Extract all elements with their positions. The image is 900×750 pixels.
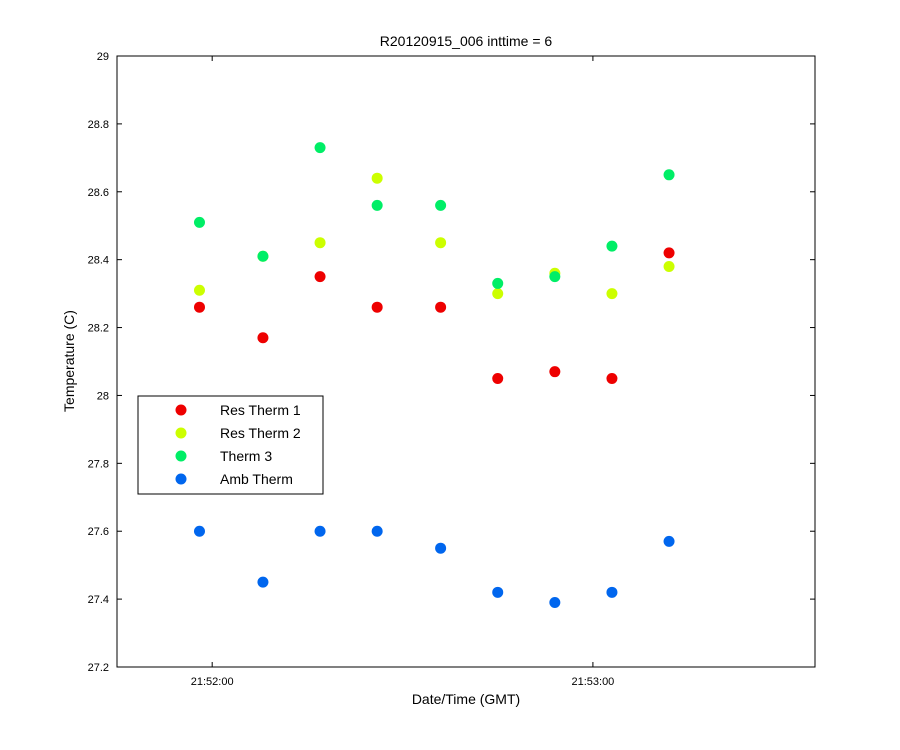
y-axis-label: Temperature (C) bbox=[61, 310, 77, 412]
y-tick-label: 28.6 bbox=[88, 187, 109, 199]
plot-area bbox=[116, 55, 816, 668]
point-amb-therm bbox=[371, 525, 383, 537]
y-tick-label: 27.6 bbox=[88, 526, 109, 538]
point-therm-3 bbox=[257, 250, 269, 262]
point-therm-3 bbox=[492, 277, 504, 289]
point-amb-therm bbox=[492, 586, 504, 598]
point-res-therm-1 bbox=[492, 372, 504, 384]
legend-box bbox=[137, 395, 324, 495]
point-therm-3 bbox=[663, 169, 675, 181]
point-amb-therm bbox=[549, 597, 561, 609]
x-tick-label: 21:53:00 bbox=[571, 676, 614, 688]
point-res-therm-1 bbox=[663, 247, 675, 259]
point-res-therm-2 bbox=[435, 237, 447, 249]
legend-label-therm-3: Therm 3 bbox=[220, 448, 272, 464]
point-amb-therm bbox=[257, 576, 269, 588]
legend-marker-res-therm-2 bbox=[175, 427, 187, 439]
point-therm-3 bbox=[193, 216, 205, 228]
x-axis-ticks: 21:52:00 21:53:00 bbox=[191, 56, 614, 688]
point-res-therm-1 bbox=[371, 301, 383, 313]
point-res-therm-2 bbox=[193, 284, 205, 296]
x-axis-label: Date/Time (GMT) bbox=[412, 691, 520, 707]
point-amb-therm bbox=[606, 586, 618, 598]
data-points bbox=[193, 142, 675, 609]
point-amb-therm bbox=[193, 525, 205, 537]
point-res-therm-1 bbox=[314, 271, 326, 283]
y-tick-label: 28 bbox=[97, 390, 109, 402]
legend-marker-amb-therm bbox=[175, 473, 187, 485]
point-res-therm-2 bbox=[606, 288, 618, 300]
point-therm-3 bbox=[314, 142, 326, 154]
y-tick-label: 29 bbox=[97, 51, 109, 63]
y-tick-label: 28.4 bbox=[88, 255, 109, 267]
y-tick-label: 27.8 bbox=[88, 458, 109, 470]
point-therm-3 bbox=[549, 271, 561, 283]
point-res-therm-2 bbox=[314, 237, 326, 249]
x-tick-label: 21:52:00 bbox=[191, 676, 234, 688]
point-res-therm-1 bbox=[606, 372, 618, 384]
point-res-therm-1 bbox=[435, 301, 447, 313]
legend-label-res-therm-1: Res Therm 1 bbox=[220, 402, 301, 418]
point-res-therm-1 bbox=[257, 332, 269, 344]
legend-marker-res-therm-1 bbox=[175, 404, 187, 416]
y-axis-ticks: 27.2 27.4 27.6 27.8 28 28.2 28.4 28.6 28.8 29 bbox=[88, 51, 815, 674]
point-therm-3 bbox=[371, 199, 383, 211]
point-res-therm-2 bbox=[492, 288, 504, 300]
legend-marker-therm-3 bbox=[175, 450, 187, 462]
point-res-therm-1 bbox=[193, 301, 205, 313]
legend: Res Therm 1 Res Therm 2 Therm 3 Amb Therm bbox=[137, 395, 324, 495]
y-tick-label: 28.8 bbox=[88, 119, 109, 131]
point-therm-3 bbox=[435, 199, 447, 211]
chart-title: R20120915_006 inttime = 6 bbox=[380, 33, 553, 49]
point-amb-therm bbox=[435, 542, 447, 554]
legend-label-amb-therm: Amb Therm bbox=[220, 471, 293, 487]
point-res-therm-2 bbox=[371, 172, 383, 184]
point-res-therm-2 bbox=[663, 260, 675, 272]
y-tick-label: 27.4 bbox=[88, 594, 109, 606]
point-amb-therm bbox=[663, 535, 675, 547]
y-tick-label: 28.2 bbox=[88, 323, 109, 335]
point-amb-therm bbox=[314, 525, 326, 537]
point-res-therm-1 bbox=[549, 366, 561, 378]
point-therm-3 bbox=[606, 240, 618, 252]
legend-label-res-therm-2: Res Therm 2 bbox=[220, 425, 301, 441]
y-tick-label: 27.2 bbox=[88, 662, 109, 674]
